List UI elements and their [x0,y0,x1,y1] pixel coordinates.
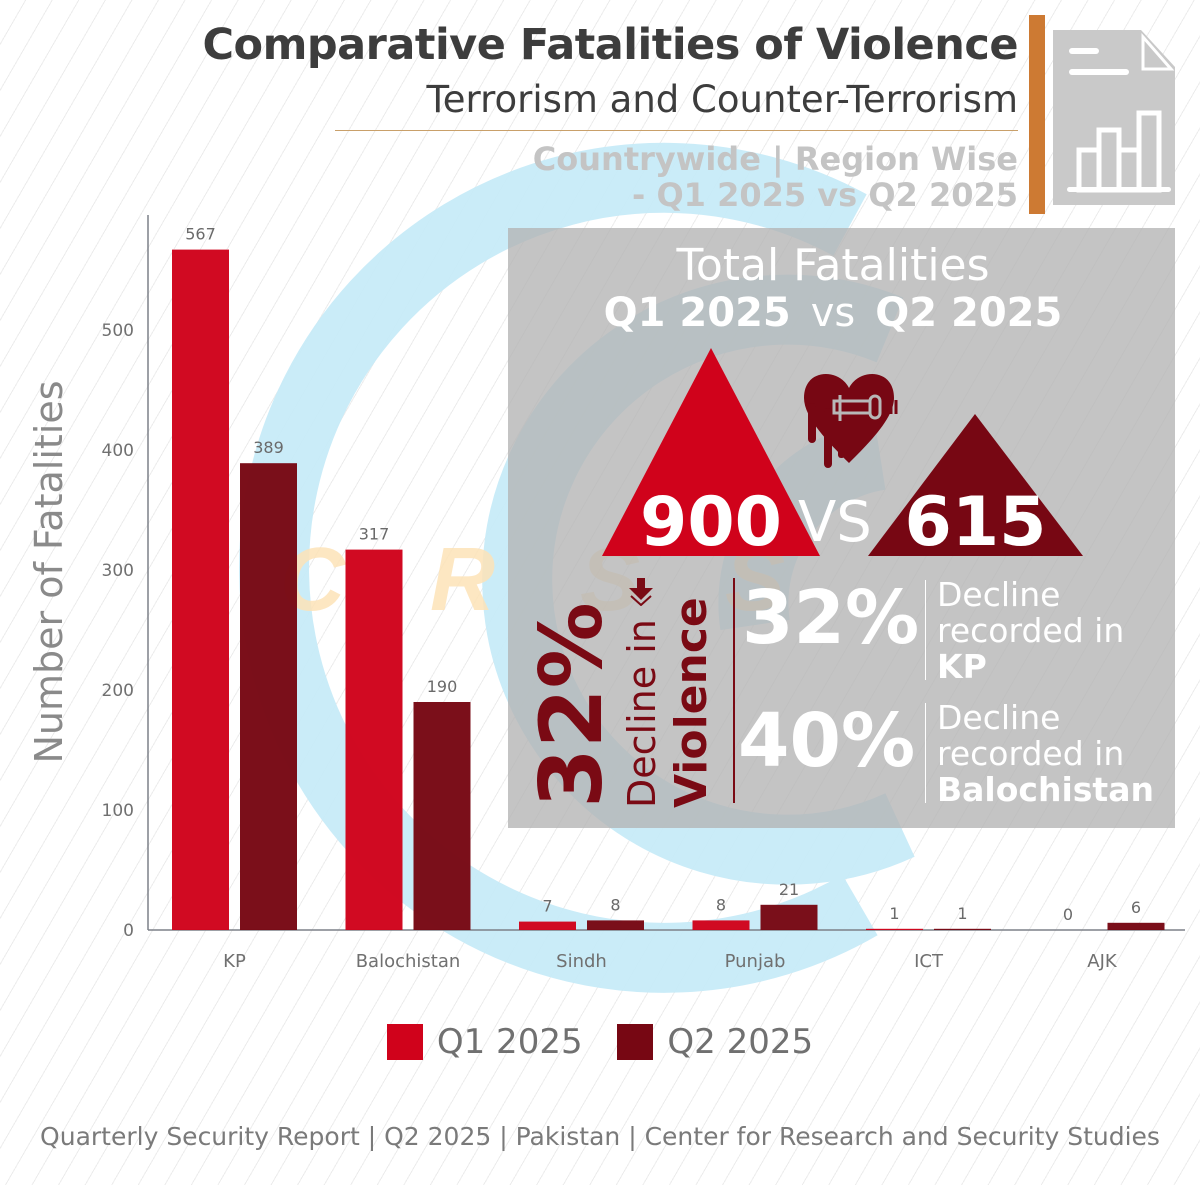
bar-ict-q1 [866,928,923,930]
y-axis-label: Number of Fatalities [27,380,71,763]
scope-tagline-1: Countrywide | Region Wise [532,140,1018,178]
down-arrow-icon [629,578,653,606]
overall-decline-text: Decline in [620,619,664,808]
bar-value-label: 190 [427,677,458,696]
kp-divider [925,580,926,680]
x-tick-label: ICT [914,951,944,972]
page-title: Comparative Fatalities of Violence [202,20,1018,70]
x-tick-label: Balochistan [356,951,461,972]
kp-decline-percent: 32% [742,575,920,661]
bar-balochistan-q2 [413,702,471,930]
bar-ajk-q2 [1107,922,1165,930]
x-tick-label: Punjab [725,951,786,972]
q1-triangle [602,348,820,556]
x-tick-label: AJK [1087,951,1118,972]
y-tick-label: 100 [102,801,134,821]
kp-decline-region: KP [937,647,987,686]
bar-value-label: 8 [610,895,620,914]
legend-label-q1: Q1 2025 [436,1022,583,1062]
kp-decline-line2: recorded in [937,611,1125,650]
y-tick-label: 400 [102,441,134,461]
q1-label: Q1 2025 [603,290,791,336]
bar-balochistan-q1 [345,549,403,930]
vs-label: vs [810,290,856,336]
x-tick-label: Sindh [556,951,607,972]
bar-value-label: 1 [889,904,899,923]
balochistan-divider [925,703,926,803]
bar-punjab-q2 [760,904,818,930]
bar-value-label: 567 [185,225,216,244]
bar-value-label: 1 [957,904,967,923]
bar-value-label: 0 [1063,905,1073,924]
bar-ict-q2 [934,928,991,930]
y-tick-label: 0 [123,921,134,941]
title-divider [335,130,1018,131]
panel-title: Total Fatalities [676,240,990,291]
q2-label: Q2 2025 [875,290,1063,336]
bar-kp-q1 [172,249,229,931]
bar-kp-q2 [240,463,297,930]
y-tick-label: 300 [102,561,134,581]
balochistan-decline-percent: 40% [738,698,916,784]
bar-sindh-q1 [519,921,576,930]
balochistan-decline-line2: recorded in [937,734,1125,773]
accent-bar [1029,15,1045,214]
bar-punjab-q1 [692,920,750,930]
page-subtitle: Terrorism and Counter-Terrorism [426,78,1018,121]
balochistan-decline-region: Balochistan [937,770,1154,809]
footer-credit: Quarterly Security Report | Q2 2025 | Pa… [40,1122,1160,1151]
x-tick-label: KP [223,951,246,972]
balochistan-decline-line1: Decline [937,698,1061,737]
y-tick-label: 200 [102,681,134,701]
legend-item-q1: Q1 2025 [386,1022,583,1062]
chart-legend: Q1 2025 Q2 2025 [0,1022,1200,1069]
bar-value-label: 389 [253,438,284,457]
overall-decline-percent: 32% [522,602,622,808]
q2-total-value: 615 [904,483,1047,562]
bar-value-label: 7 [542,897,552,916]
overall-decline-subject: Violence [666,597,717,808]
panel-comparison: Q1 2025 vs Q2 2025 [508,290,1158,336]
legend-item-q2: Q2 2025 [617,1022,813,1062]
legend-swatch-q2 [617,1024,654,1060]
scope-tagline-2: - Q1 2025 vs Q2 2025 [632,176,1018,214]
bar-value-label: 21 [779,880,799,899]
report-chart-document-icon [1053,30,1175,205]
bar-value-label: 6 [1131,898,1141,917]
kp-decline-line1: Decline [937,575,1061,614]
bar-value-label: 317 [359,525,390,544]
total-fatalities-panel: Total Fatalities Q1 2025 vs Q2 2025 900 VS… [508,228,1175,828]
y-tick-label: 500 [102,321,134,341]
kp-decline-description: Decline recorded in KP [937,577,1124,685]
bleeding-heart-dagger-icon [804,374,898,468]
vs-big-label: VS [798,490,872,555]
balochistan-decline-description: Decline recorded in Balochistan [937,700,1154,808]
decline-divider [733,578,735,803]
q1-total-value: 900 [640,483,782,562]
legend-label-q2: Q2 2025 [667,1022,814,1062]
q2-triangle [868,414,1083,556]
legend-swatch-q1 [386,1024,423,1060]
bar-sindh-q2 [587,920,644,930]
bar-value-label: 8 [716,895,726,914]
